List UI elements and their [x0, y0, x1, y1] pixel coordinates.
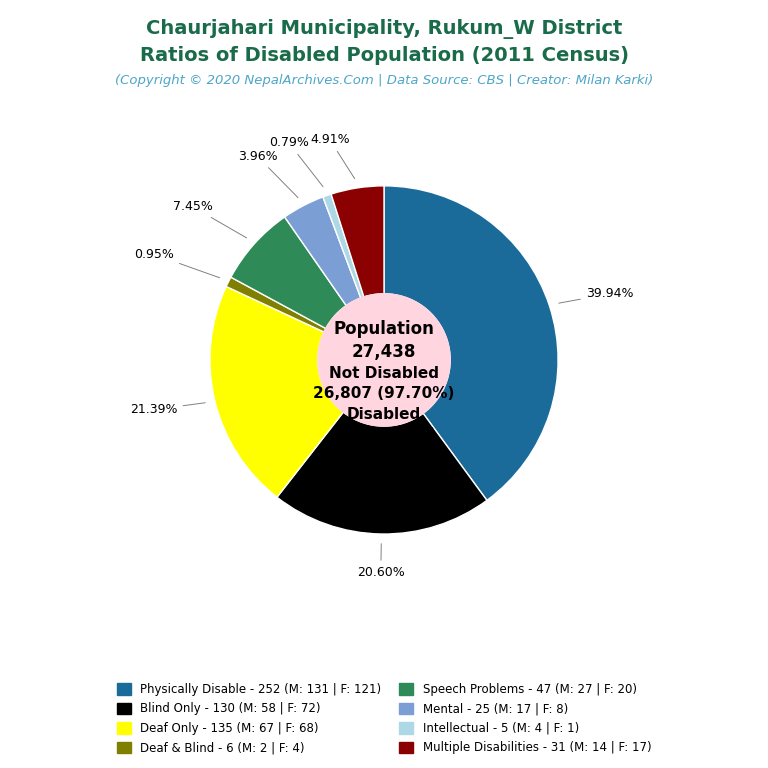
Text: 0.95%: 0.95%: [134, 248, 220, 278]
Text: 631 (2.30%): 631 (2.30%): [332, 427, 436, 442]
Legend: Physically Disable - 252 (M: 131 | F: 121), Blind Only - 130 (M: 58 | F: 72), De: Physically Disable - 252 (M: 131 | F: 12…: [117, 683, 651, 754]
Wedge shape: [277, 412, 487, 534]
Wedge shape: [384, 186, 558, 501]
Text: 27,438: 27,438: [352, 343, 416, 360]
Circle shape: [318, 294, 450, 426]
Text: 3.96%: 3.96%: [237, 150, 298, 197]
Text: Ratios of Disabled Population (2011 Census): Ratios of Disabled Population (2011 Cens…: [140, 46, 628, 65]
Text: 4.91%: 4.91%: [310, 134, 355, 179]
Wedge shape: [285, 197, 361, 306]
Text: 0.79%: 0.79%: [269, 136, 323, 187]
Text: Not Disabled: Not Disabled: [329, 366, 439, 382]
Text: (Copyright © 2020 NepalArchives.Com | Data Source: CBS | Creator: Milan Karki): (Copyright © 2020 NepalArchives.Com | Da…: [115, 74, 653, 88]
Text: 26,807 (97.70%): 26,807 (97.70%): [313, 386, 455, 401]
Text: 7.45%: 7.45%: [173, 200, 247, 238]
Text: 21.39%: 21.39%: [130, 402, 205, 416]
Wedge shape: [227, 277, 326, 332]
Text: 39.94%: 39.94%: [559, 287, 634, 303]
Text: Population: Population: [333, 320, 435, 338]
Text: Disabled: Disabled: [347, 407, 421, 422]
Text: Chaurjahari Municipality, Rukum_W District: Chaurjahari Municipality, Rukum_W Distri…: [146, 19, 622, 39]
Wedge shape: [210, 286, 343, 497]
Wedge shape: [323, 194, 364, 298]
Text: 20.60%: 20.60%: [357, 544, 405, 579]
Wedge shape: [331, 186, 384, 297]
Wedge shape: [231, 217, 346, 329]
